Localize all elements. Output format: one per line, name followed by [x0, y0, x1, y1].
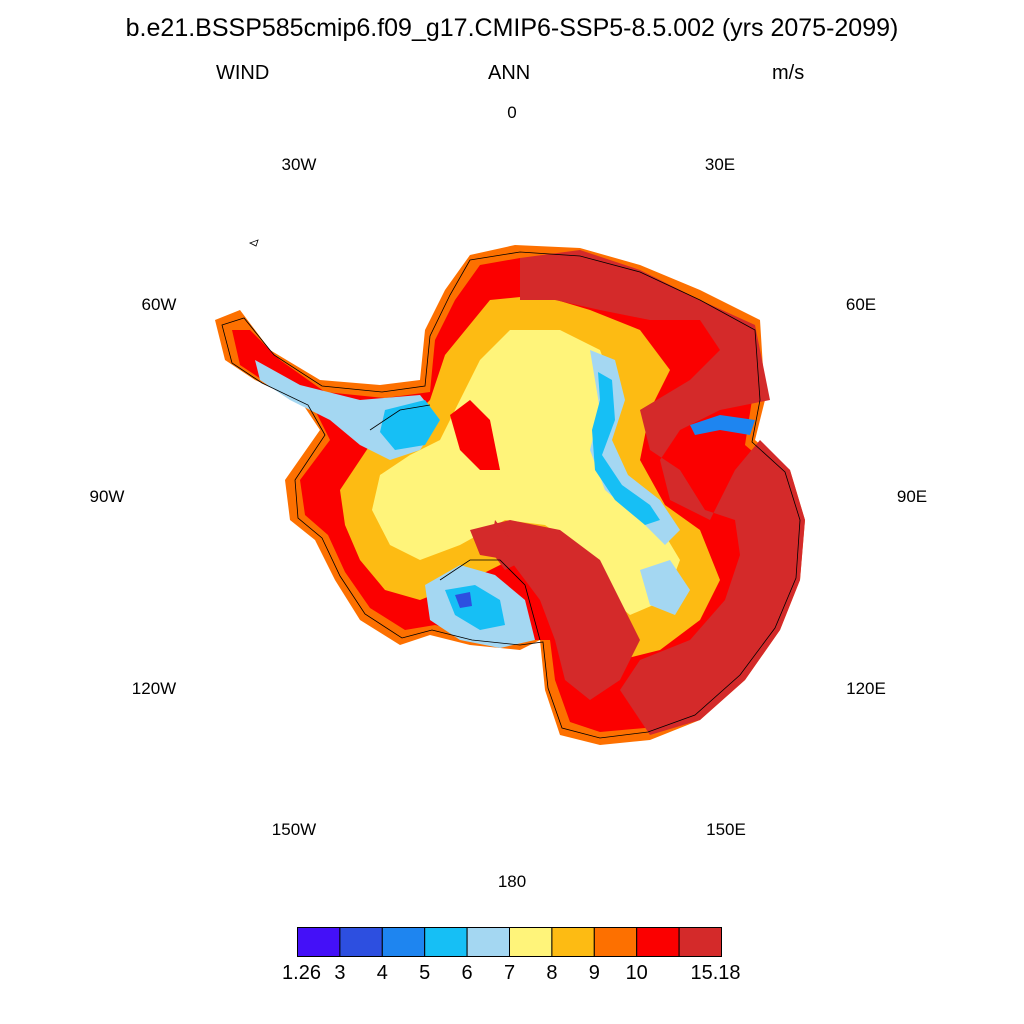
colorbar [297, 927, 723, 957]
wind-field [215, 245, 805, 745]
plot-title: b.e21.BSSP585cmip6.f09_g17.CMIP6-SSP5-8.… [125, 14, 899, 42]
colorbar-label: 4 [376, 962, 388, 984]
colorbar-label: 5 [419, 962, 431, 984]
colorbar-label: 1.26 [282, 962, 321, 984]
coastline-outline [221, 251, 801, 739]
colorbar-swatch-2 [381, 927, 426, 957]
weddell-ice-shelf-edge [369, 404, 431, 431]
lon-label-150w: 150W [271, 820, 317, 839]
field-lightblue-south [640, 560, 690, 615]
lon-label-180: 180 [497, 872, 527, 891]
colorbar-label: 10 [625, 962, 648, 984]
colorbar-label: 8 [546, 962, 558, 984]
lon-label-90w: 90W [89, 487, 125, 506]
coastline [221, 251, 801, 739]
field-darkred-east [520, 250, 805, 735]
field-darkblue-ross [455, 592, 472, 608]
units-label: m/s [772, 62, 805, 84]
island-marker [249, 239, 259, 247]
colorbar-swatch-8 [636, 927, 680, 957]
colorbar-swatch-7 [593, 927, 638, 957]
colorbar-label: 3 [334, 962, 346, 984]
field-coastal-blue-strip [690, 415, 755, 435]
lon-label-30e: 30E [704, 155, 736, 174]
field-blue-east [592, 372, 660, 525]
colorbar-swatch-1 [339, 927, 383, 957]
field-red-interior-arm [450, 400, 500, 470]
lon-label-150e: 150E [706, 820, 746, 839]
field-blue-peninsula [380, 400, 440, 450]
colorbar-label: 7 [503, 962, 516, 984]
ross-ice-shelf-edge [439, 559, 541, 641]
lon-label-120e: 120E [846, 679, 886, 698]
colorbar-label: 15.18 [690, 962, 741, 984]
lon-label-60w: 60W [141, 295, 177, 314]
colorbar-label: 6 [461, 962, 473, 984]
lon-label-30w: 30W [281, 155, 317, 174]
colorbar-swatch-3 [424, 927, 468, 957]
field-pole-center [492, 472, 536, 516]
colorbar-swatch-4 [466, 927, 511, 957]
season-label: ANN [488, 62, 531, 84]
colorbar-swatch-5 [509, 927, 553, 957]
colorbar-label: 9 [588, 962, 600, 984]
lon-label-0: 0 [507, 103, 517, 122]
lon-label-90e: 90E [896, 487, 928, 506]
lon-label-60e: 60E [845, 295, 877, 314]
colorbar-swatch-9 [678, 927, 723, 957]
variable-label: WIND [216, 62, 270, 84]
field-darkred-centerarm [470, 520, 640, 700]
lon-label-120w: 120W [131, 679, 177, 698]
colorbar-swatch-6 [551, 927, 595, 957]
field-darkred-pole-arm [490, 520, 525, 570]
colorbar-swatch-0 [297, 927, 341, 957]
